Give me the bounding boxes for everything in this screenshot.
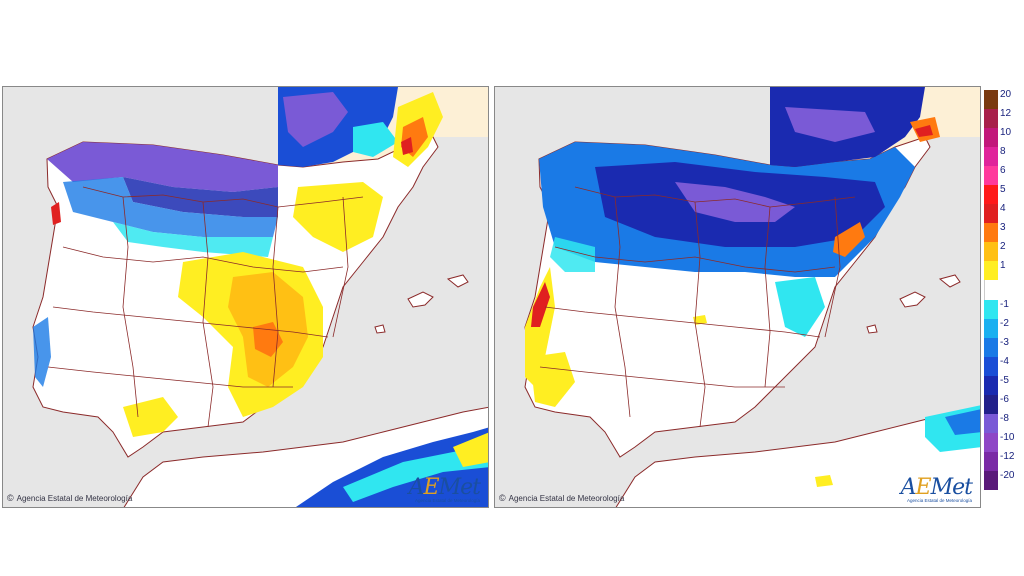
anomaly-sw-yellow bbox=[530, 352, 575, 407]
anomaly-north-cyan bbox=[113, 222, 273, 257]
legend-label: 5 bbox=[1000, 184, 1006, 196]
map-panel-left: © Agencia Estatal de Meteorología AEMet A… bbox=[2, 86, 489, 508]
aemet-logo-right: AEMet Agencia Estatal de Meteorología bbox=[882, 475, 973, 504]
anomaly-sea-blue bbox=[945, 409, 980, 435]
legend-label: -20 bbox=[1000, 469, 1015, 481]
map-left bbox=[32, 87, 488, 507]
province-borders bbox=[47, 186, 364, 428]
anomaly-france-purple bbox=[283, 92, 348, 147]
balearic-islands bbox=[866, 274, 961, 334]
legend-swatch bbox=[984, 242, 998, 262]
anomaly-north-purple bbox=[675, 182, 795, 222]
logo-mark: AEMet bbox=[900, 475, 973, 500]
anomaly-center-spot-yellow bbox=[693, 315, 707, 325]
legend-swatch bbox=[984, 90, 998, 110]
legend-label: 20 bbox=[1000, 89, 1012, 100]
legend-swatch bbox=[984, 223, 998, 243]
legend-label: -4 bbox=[1000, 355, 1009, 367]
legend-label: -10 bbox=[1000, 431, 1015, 443]
legend-label: -2 bbox=[1000, 317, 1009, 329]
legend-swatch bbox=[984, 451, 998, 472]
legend-swatch bbox=[984, 147, 998, 167]
logo-subtitle: Agencia Estatal de Meteorología bbox=[414, 498, 480, 503]
legend-swatch bbox=[984, 280, 998, 301]
color-legend: 20 12 10 8 6 5 4 3 2 1 -1 -2 -3 -4 -5 -6 -8 -10 -12 -20 bbox=[984, 90, 1024, 510]
balearic-islands bbox=[374, 274, 469, 334]
legend-label: 2 bbox=[1000, 241, 1006, 253]
legend-swatch bbox=[984, 261, 998, 281]
legend-swatch bbox=[984, 375, 998, 396]
legend-swatch bbox=[984, 109, 998, 129]
legend-swatch bbox=[984, 337, 998, 358]
map-right bbox=[524, 87, 980, 507]
logo-mark: AEMet bbox=[408, 475, 481, 500]
legend-swatch bbox=[984, 432, 998, 453]
anomaly-northeast-red bbox=[401, 137, 413, 155]
legend-swatch bbox=[984, 318, 998, 339]
anomaly-north-purple bbox=[47, 142, 278, 192]
anomaly-sea-south-yellow bbox=[453, 432, 488, 467]
aemet-logo-left: AEMet Agencia Estatal de Meteorología bbox=[390, 475, 481, 504]
legend-label: -1 bbox=[1000, 298, 1009, 310]
credit-left: © Agencia Estatal de Meteorología bbox=[7, 493, 132, 503]
legend-swatch bbox=[984, 394, 998, 415]
anomaly-ebro-yellow bbox=[293, 182, 383, 252]
legend-label: 4 bbox=[1000, 203, 1006, 215]
legend-label: -3 bbox=[1000, 336, 1009, 348]
province-borders bbox=[539, 186, 856, 428]
legend-swatch bbox=[984, 185, 998, 205]
credit-right: © Agencia Estatal de Meteorología bbox=[499, 493, 624, 503]
anomaly-northeast-red bbox=[915, 125, 933, 137]
legend-label: 10 bbox=[1000, 127, 1012, 139]
legend-swatch bbox=[984, 166, 998, 186]
copyright-symbol: © bbox=[499, 493, 506, 503]
legend-label: 3 bbox=[1000, 222, 1006, 234]
anomaly-west-blue bbox=[33, 317, 51, 387]
legend-swatch bbox=[984, 128, 998, 148]
legend-swatch bbox=[984, 356, 998, 377]
anomaly-north-darkblue bbox=[123, 177, 278, 217]
legend-swatch bbox=[984, 413, 998, 434]
map-panel-right: © Agencia Estatal de Meteorología AEMet A… bbox=[494, 86, 981, 508]
anomaly-south-edge-cyan bbox=[775, 277, 825, 337]
anomaly-east-orange bbox=[833, 222, 865, 257]
legend-label: 12 bbox=[1000, 108, 1012, 120]
credit-text: Agencia Estatal de Meteorología bbox=[508, 494, 625, 503]
anomaly-france-cyan bbox=[353, 122, 398, 157]
legend-swatch bbox=[984, 204, 998, 224]
legend-label: 6 bbox=[1000, 165, 1006, 177]
anomaly-westcoast-red bbox=[531, 282, 550, 327]
anomaly-france-purple bbox=[785, 107, 875, 142]
anomaly-north-cyan bbox=[550, 237, 595, 272]
anomaly-westcoast-red bbox=[51, 202, 61, 225]
legend-label: -12 bbox=[1000, 450, 1015, 462]
logo-subtitle: Agencia Estatal de Meteorología bbox=[906, 498, 972, 503]
legend-swatch bbox=[984, 299, 998, 320]
anomaly-sea-south-cyan bbox=[343, 445, 488, 502]
legend-label: 1 bbox=[1000, 260, 1006, 272]
legend-label: -6 bbox=[1000, 393, 1009, 405]
africa-land bbox=[615, 406, 980, 507]
legend-swatch bbox=[984, 470, 998, 491]
anomaly-center-darkorange bbox=[253, 322, 283, 357]
legend-label: -8 bbox=[1000, 412, 1009, 424]
anomaly-north-blue bbox=[63, 177, 278, 237]
anomaly-africa-yellow bbox=[815, 475, 833, 487]
legend-label: -5 bbox=[1000, 374, 1009, 386]
copyright-symbol: © bbox=[7, 493, 14, 503]
legend-label: 8 bbox=[1000, 146, 1006, 158]
credit-text: Agencia Estatal de Meteorología bbox=[16, 494, 133, 503]
